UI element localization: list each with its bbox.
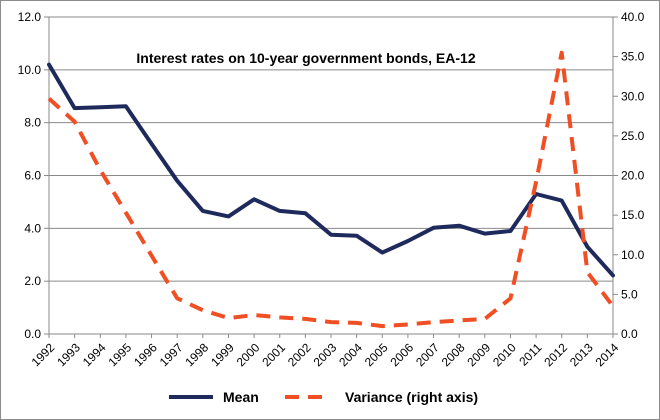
x-axis-tick-label: 2002 — [285, 340, 314, 369]
x-axis-tick-label: 2001 — [259, 340, 288, 369]
x-axis-tick-label: 1997 — [157, 340, 186, 369]
right-axis-tick-label: 25.0 — [621, 129, 645, 143]
right-axis-tick-label: 15.0 — [621, 208, 645, 222]
x-axis-tick-label: 2000 — [234, 340, 263, 369]
x-axis-tick-label: 2008 — [439, 340, 468, 369]
x-axis-tick-label: 2014 — [593, 340, 622, 369]
axes — [44, 16, 618, 338]
x-axis-tick-label: 2005 — [362, 340, 391, 369]
left-axis-tick-label: 8.0 — [24, 116, 41, 130]
right-axis-tick-label: 0.0 — [621, 327, 638, 341]
x-axis-tick-label: 1999 — [208, 340, 237, 369]
left-axis-tick-label: 2.0 — [24, 274, 41, 288]
x-axis-tick-label: 2009 — [464, 340, 493, 369]
x-axis-tick-label: 2011 — [516, 340, 544, 368]
x-axis-tick-label: 1993 — [54, 340, 83, 369]
right-axis-tick-label: 5.0 — [621, 287, 638, 301]
right-axis-tick-label: 40.0 — [621, 10, 645, 24]
left-axis-tick-label: 4.0 — [24, 221, 41, 235]
right-axis-tick-label: 35.0 — [621, 50, 645, 64]
x-axis-tick-label: 1995 — [105, 340, 134, 369]
x-axis-tick-labels: 1992199319941995199619971998199920002001… — [29, 340, 622, 369]
x-axis-tick-label: 2012 — [541, 340, 570, 369]
chart-title: Interest rates on 10-year government bon… — [136, 50, 475, 66]
x-axis-tick-label: 2007 — [413, 340, 442, 369]
x-axis-tick-label: 1998 — [182, 340, 211, 369]
gridlines — [49, 16, 613, 335]
x-axis-tick-label: 2003 — [311, 340, 340, 369]
x-axis-tick-label: 1994 — [80, 340, 109, 369]
right-axis-tick-label: 10.0 — [621, 248, 645, 262]
right-axis-tick-labels: 0.0 5.0 10.0 15.0 20.0 25.0 30.0 35.0 40.0 — [621, 10, 645, 341]
legend-variance-label: Variance (right axis) — [345, 389, 478, 405]
x-axis-tick-label: 1996 — [131, 340, 160, 369]
left-axis-tick-label: 0.0 — [24, 327, 41, 341]
legend-mean-label: Mean — [223, 389, 259, 405]
right-axis-tick-label: 30.0 — [621, 89, 645, 103]
x-axis-tick-label: 2013 — [567, 340, 596, 369]
left-axis-tick-labels: 0.0 2.0 4.0 6.0 8.0 10.0 12.0 — [18, 10, 42, 341]
series-lines — [47, 50, 615, 329]
left-axis-tick-label: 10.0 — [18, 63, 42, 77]
x-axis-tick-label: 1992 — [29, 340, 58, 369]
x-axis-tick-label: 2004 — [336, 340, 365, 369]
legend: Mean Variance (right axis) — [169, 389, 478, 405]
left-axis-tick-label: 6.0 — [24, 169, 41, 183]
x-axis-tick-label: 2010 — [490, 340, 519, 369]
left-axis-tick-label: 12.0 — [18, 10, 42, 24]
x-axis-tick-label: 2006 — [387, 340, 416, 369]
mean-series-line — [47, 62, 615, 278]
variance-series-line — [47, 50, 615, 329]
right-axis-tick-label: 20.0 — [621, 169, 645, 183]
